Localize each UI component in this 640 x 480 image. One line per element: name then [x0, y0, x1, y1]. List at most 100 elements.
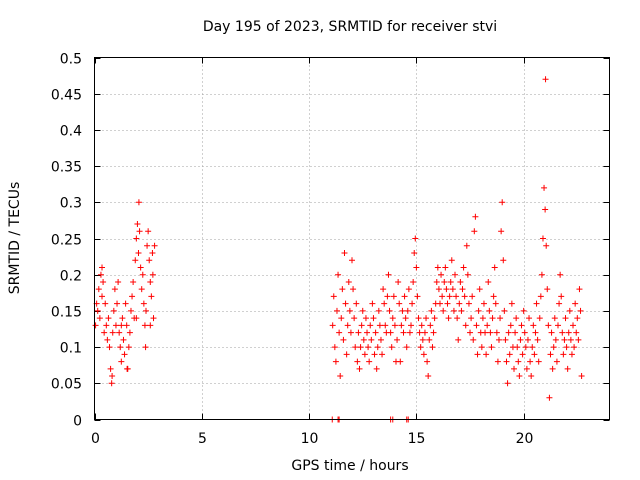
data-point	[357, 344, 364, 351]
data-point	[517, 336, 524, 343]
data-point	[144, 242, 151, 249]
data-point	[463, 242, 470, 249]
data-point	[352, 344, 359, 351]
data-point	[380, 286, 387, 293]
data-point	[488, 344, 495, 351]
data-point	[502, 336, 509, 343]
data-point	[329, 322, 336, 329]
data-point	[514, 344, 521, 351]
data-point	[112, 322, 119, 329]
data-point	[508, 300, 515, 307]
y-tick-label: 0.45	[51, 88, 82, 104]
x-tick-label: 10	[301, 431, 319, 447]
data-point	[395, 278, 402, 285]
data-point	[382, 322, 389, 329]
data-point	[519, 351, 526, 358]
data-point	[406, 329, 413, 336]
data-point	[447, 278, 454, 285]
data-point	[504, 380, 511, 387]
data-point	[147, 322, 154, 329]
data-point	[376, 322, 383, 329]
data-point	[485, 278, 492, 285]
data-point	[475, 307, 482, 314]
data-point	[501, 307, 508, 314]
y-tick-label: 0.35	[51, 160, 82, 176]
data-point	[436, 300, 443, 307]
data-point	[109, 329, 116, 336]
data-point	[424, 358, 431, 365]
data-point	[507, 322, 514, 329]
data-point	[479, 315, 486, 322]
data-point	[431, 315, 438, 322]
data-point	[576, 286, 583, 293]
data-point	[559, 329, 566, 336]
data-point	[355, 329, 362, 336]
data-point	[578, 373, 585, 380]
data-point	[409, 300, 416, 307]
data-point	[452, 271, 458, 278]
data-point	[343, 351, 350, 358]
data-point	[476, 286, 483, 293]
data-point	[412, 235, 419, 242]
y-axis-title: SRMTID / TECUs	[7, 182, 23, 295]
data-point	[130, 278, 137, 285]
data-point	[538, 271, 545, 278]
data-point	[369, 300, 376, 307]
data-point	[133, 315, 140, 322]
data-point	[381, 300, 388, 307]
data-point	[491, 264, 498, 271]
data-point	[563, 344, 570, 351]
data-point	[455, 336, 462, 343]
data-point	[500, 257, 507, 264]
data-point	[123, 322, 130, 329]
data-point	[143, 307, 149, 314]
data-point	[497, 315, 504, 322]
data-point	[499, 199, 506, 206]
data-point	[99, 293, 106, 300]
data-point	[577, 307, 584, 314]
data-point	[134, 221, 141, 228]
data-point	[118, 358, 125, 365]
data-point	[480, 300, 487, 307]
y-tick-label: 0.3	[60, 196, 82, 212]
data-point	[133, 235, 140, 242]
data-point	[439, 293, 446, 300]
data-point	[454, 315, 461, 322]
data-point	[353, 300, 360, 307]
data-point	[391, 322, 398, 329]
data-point	[135, 249, 142, 256]
data-point	[413, 264, 420, 271]
data-point	[558, 293, 565, 300]
data-point	[435, 286, 442, 293]
data-point	[360, 336, 367, 343]
data-point	[428, 307, 435, 314]
data-point	[462, 322, 469, 329]
data-point	[116, 329, 123, 336]
data-point	[442, 264, 449, 271]
data-point	[367, 322, 374, 329]
data-point	[341, 249, 348, 256]
data-point	[125, 344, 132, 351]
data-point	[520, 307, 527, 314]
data-point	[92, 322, 99, 329]
data-point	[529, 344, 536, 351]
data-point	[379, 351, 386, 358]
data-point	[549, 365, 556, 372]
data-point	[523, 365, 530, 372]
data-point	[94, 307, 101, 314]
data-point	[148, 293, 155, 300]
data-point	[100, 278, 107, 285]
data-point	[114, 300, 121, 307]
data-point	[127, 307, 134, 314]
data-point	[121, 351, 128, 358]
data-point	[456, 300, 463, 307]
data-point	[418, 322, 425, 329]
data-point	[512, 329, 519, 336]
data-point	[397, 358, 404, 365]
data-point	[351, 315, 358, 322]
data-point	[546, 394, 553, 401]
data-point	[568, 351, 575, 358]
data-point	[140, 300, 147, 307]
data-point	[137, 264, 144, 271]
data-point	[385, 271, 392, 278]
